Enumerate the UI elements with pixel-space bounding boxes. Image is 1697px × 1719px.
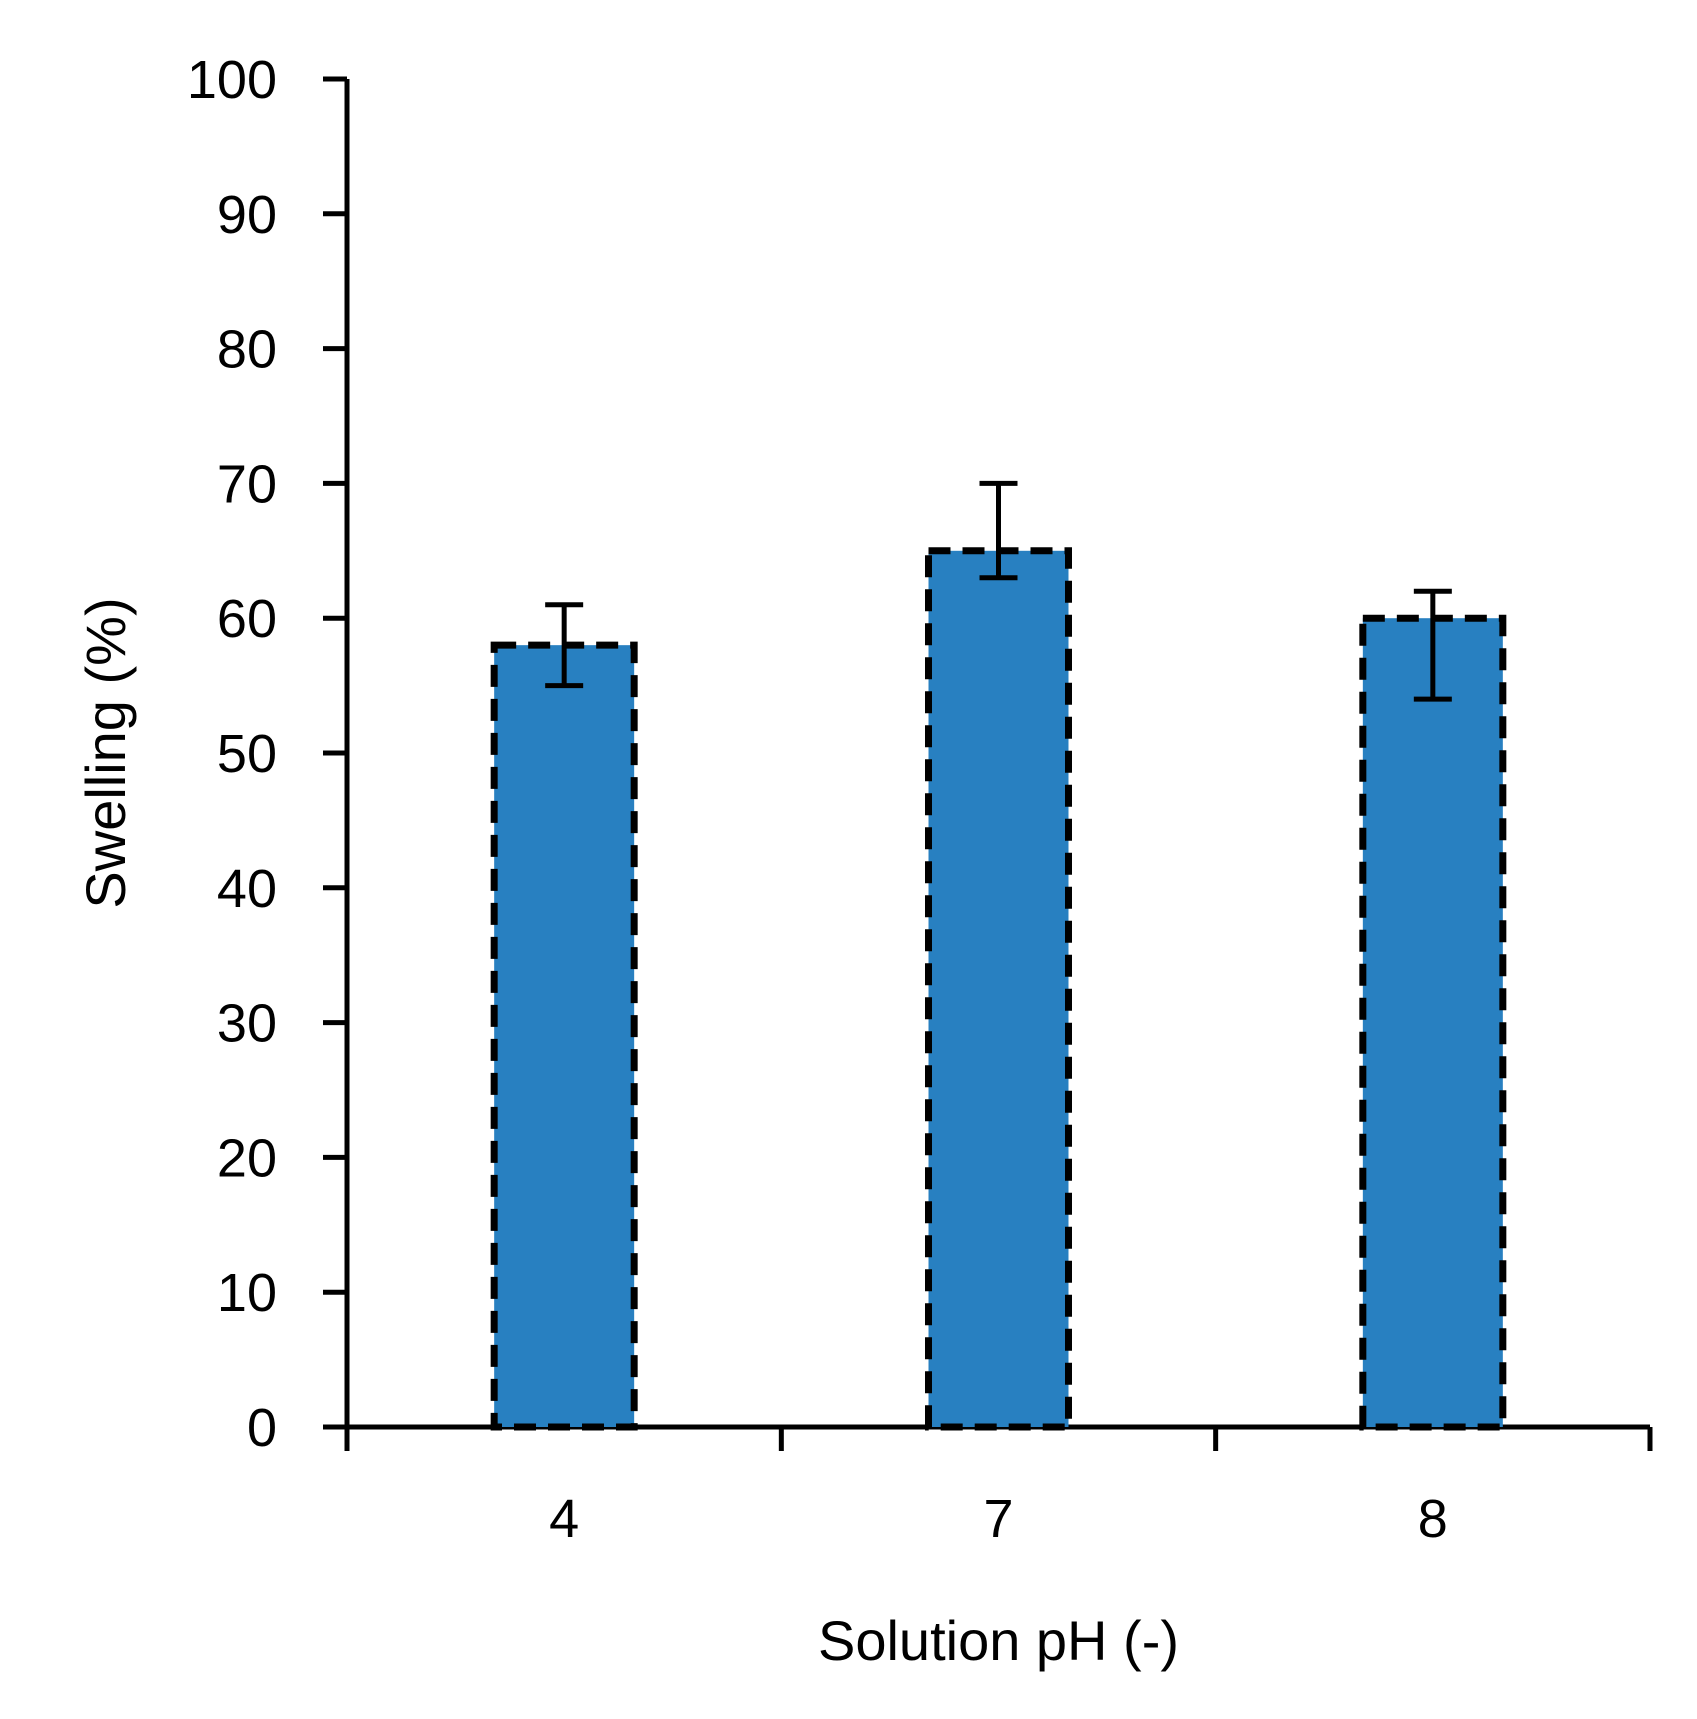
y-tick-label: 40 <box>217 859 277 919</box>
y-tick-label: 80 <box>217 320 277 380</box>
bar <box>1359 614 1507 1431</box>
x-tick-label: 8 <box>1418 1489 1448 1549</box>
y-tick-label: 100 <box>187 50 277 110</box>
y-tick-label: 10 <box>217 1263 277 1323</box>
y-axis-title: Swelling (%) <box>74 597 137 908</box>
x-tick-label: 4 <box>549 1489 579 1549</box>
tick-labels: 0 10 20 30 40 50 60 70 80 90 100 4 7 8 <box>187 50 1448 1549</box>
y-tick-label: 20 <box>217 1128 277 1188</box>
bars <box>490 547 1507 1431</box>
bar <box>925 547 1072 1431</box>
y-tick-label: 50 <box>217 724 277 784</box>
bar <box>490 641 638 1431</box>
x-tick-label: 7 <box>983 1489 1013 1549</box>
y-tick-label: 0 <box>247 1398 277 1458</box>
error-bars <box>545 480 1452 702</box>
x-axis-title: Solution pH (-) <box>818 1609 1179 1672</box>
y-tick-label: 70 <box>217 454 277 514</box>
y-tick-label: 90 <box>217 185 277 245</box>
y-tick-label: 60 <box>217 589 277 649</box>
y-tick-label: 30 <box>217 994 277 1054</box>
